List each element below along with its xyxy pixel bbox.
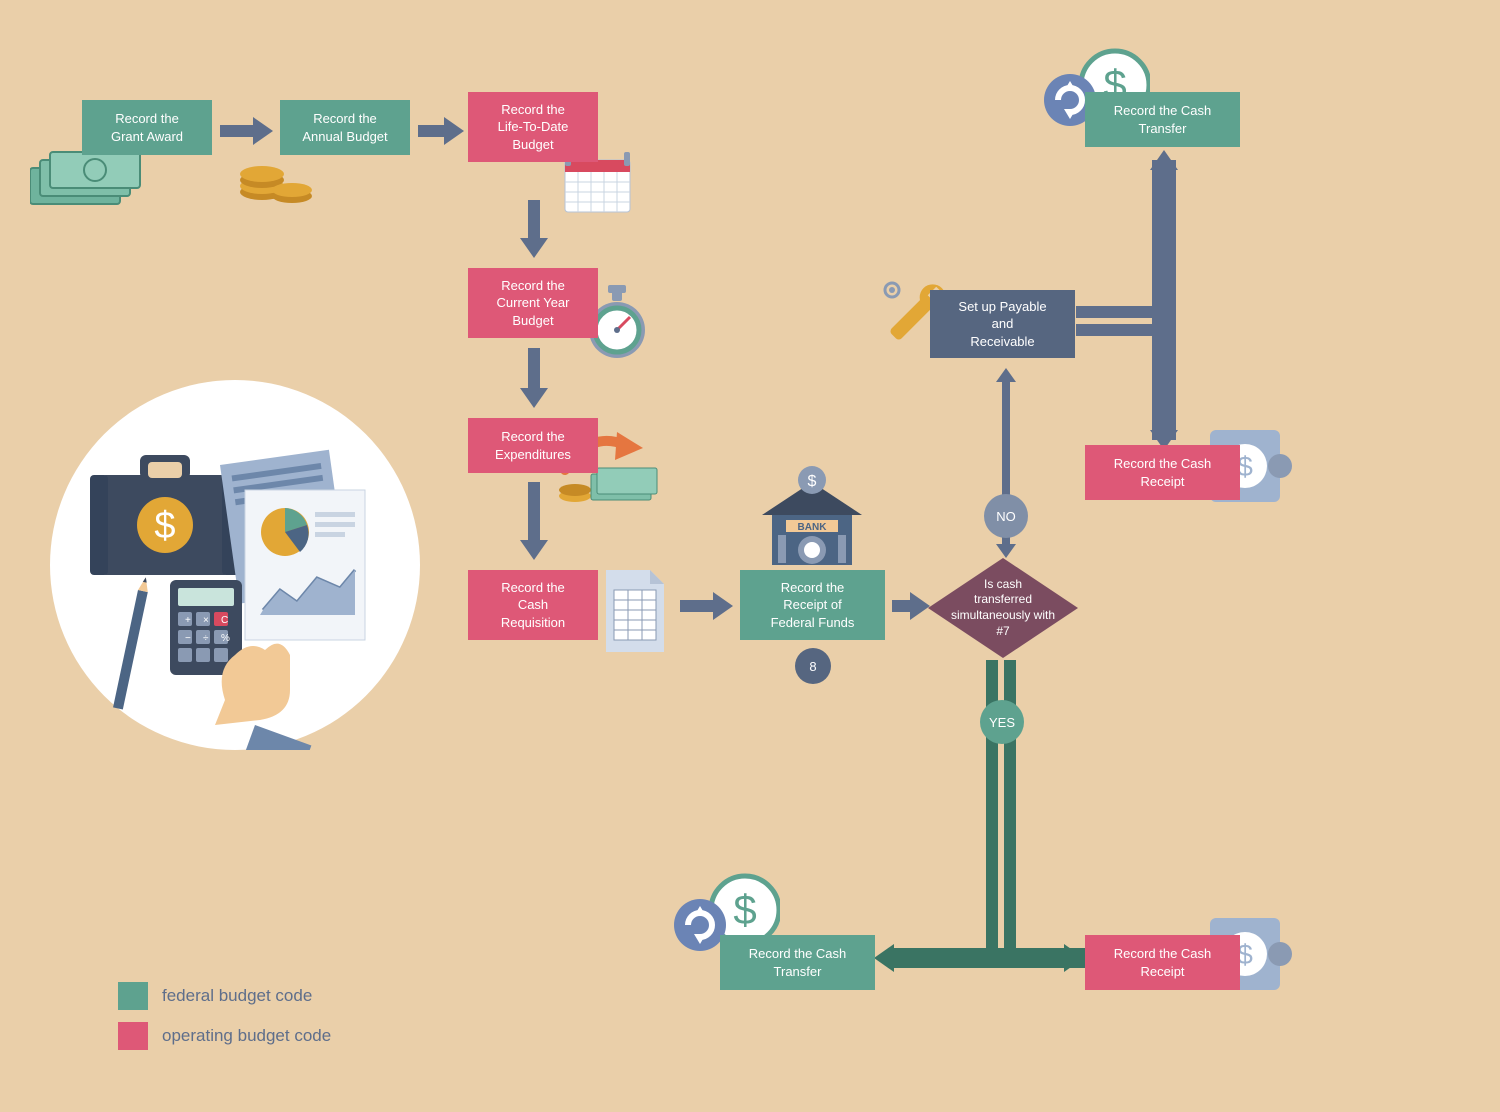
arrow-a13 xyxy=(874,944,894,972)
svg-text:−: − xyxy=(185,633,191,644)
arrow-a7 xyxy=(892,592,932,620)
node-grant-award: Record theGrant Award xyxy=(82,100,212,155)
node-cash-req: Record theCashRequisition xyxy=(468,570,598,640)
label: Record theAnnual Budget xyxy=(302,110,387,145)
node-payable: Set up PayableandReceivable xyxy=(930,290,1075,358)
document-icon xyxy=(600,570,670,660)
svg-text:BANK: BANK xyxy=(798,522,828,533)
badge-step-8: 8 xyxy=(795,648,831,684)
svg-text:%: % xyxy=(221,633,230,644)
label: Set up PayableandReceivable xyxy=(958,298,1046,351)
label: Record theCashRequisition xyxy=(501,579,565,632)
arrow-a6 xyxy=(680,592,735,620)
node-cash-transfer-bot: Record the CashTransfer xyxy=(720,935,875,990)
arrow-a4 xyxy=(520,348,548,410)
label: Record the CashReceipt xyxy=(1114,945,1212,980)
badge-label: NO xyxy=(996,509,1016,524)
node-annual-budget: Record theAnnual Budget xyxy=(280,100,410,155)
badge-label: 8 xyxy=(809,659,816,674)
node-cash-transfer-top: Record the CashTransfer xyxy=(1085,92,1240,147)
decision-label: Is cashtransferredsimultaneously with#7 xyxy=(943,577,1063,639)
node-cy-budget: Record theCurrent YearBudget xyxy=(468,268,598,338)
legend-item-federal: federal budget code xyxy=(118,982,331,1010)
badge-yes: YES xyxy=(980,700,1024,744)
arrow-a1 xyxy=(220,117,275,145)
badge-no: NO xyxy=(984,494,1028,538)
label: Record the CashTransfer xyxy=(1114,102,1212,137)
node-receipt-funds: Record theReceipt ofFederal Funds xyxy=(740,570,885,640)
arrow-a5 xyxy=(520,482,548,562)
label: Record the CashTransfer xyxy=(749,945,847,980)
node-cash-receipt-r: Record the CashReceipt xyxy=(1085,445,1240,500)
svg-text:$: $ xyxy=(733,886,756,933)
label: Record theGrant Award xyxy=(111,110,183,145)
legend-label: federal budget code xyxy=(162,986,312,1006)
illustration-circle: $ xyxy=(50,380,420,750)
arrow-a10 xyxy=(1150,150,1178,170)
label: Record the CashReceipt xyxy=(1114,455,1212,490)
svg-text:÷: ÷ xyxy=(203,633,209,644)
legend-swatch xyxy=(118,982,148,1010)
label: Record theCurrent YearBudget xyxy=(497,277,570,330)
svg-text:C: C xyxy=(221,615,228,626)
arrow-a14 xyxy=(1016,942,1086,974)
arrow-split-vbar xyxy=(1152,160,1176,440)
node-expenditures: Record theExpenditures xyxy=(468,418,598,473)
svg-text:+: + xyxy=(185,615,191,626)
label: Record theExpenditures xyxy=(495,428,571,463)
legend-label: operating budget code xyxy=(162,1026,331,1046)
label: Record theReceipt ofFederal Funds xyxy=(771,579,855,632)
node-ltd-budget: Record theLife-To-DateBudget xyxy=(468,92,598,162)
legend-swatch xyxy=(118,1022,148,1050)
legend: federal budget code operating budget cod… xyxy=(118,982,331,1062)
money-stack-icon xyxy=(30,148,145,208)
badge-label: YES xyxy=(989,715,1015,730)
decision-diamond: Is cashtransferredsimultaneously with#7 xyxy=(928,558,1078,658)
label: Record theLife-To-DateBudget xyxy=(498,101,569,154)
arrow-a3 xyxy=(520,200,548,260)
arrow-a2 xyxy=(418,117,466,145)
legend-item-operating: operating budget code xyxy=(118,1022,331,1050)
svg-text:$: $ xyxy=(808,473,817,490)
svg-text:×: × xyxy=(203,615,209,626)
svg-text:$: $ xyxy=(154,505,175,547)
node-cash-receipt-bot: Record the CashReceipt xyxy=(1085,935,1240,990)
bank-icon: $ BANK xyxy=(752,460,872,575)
